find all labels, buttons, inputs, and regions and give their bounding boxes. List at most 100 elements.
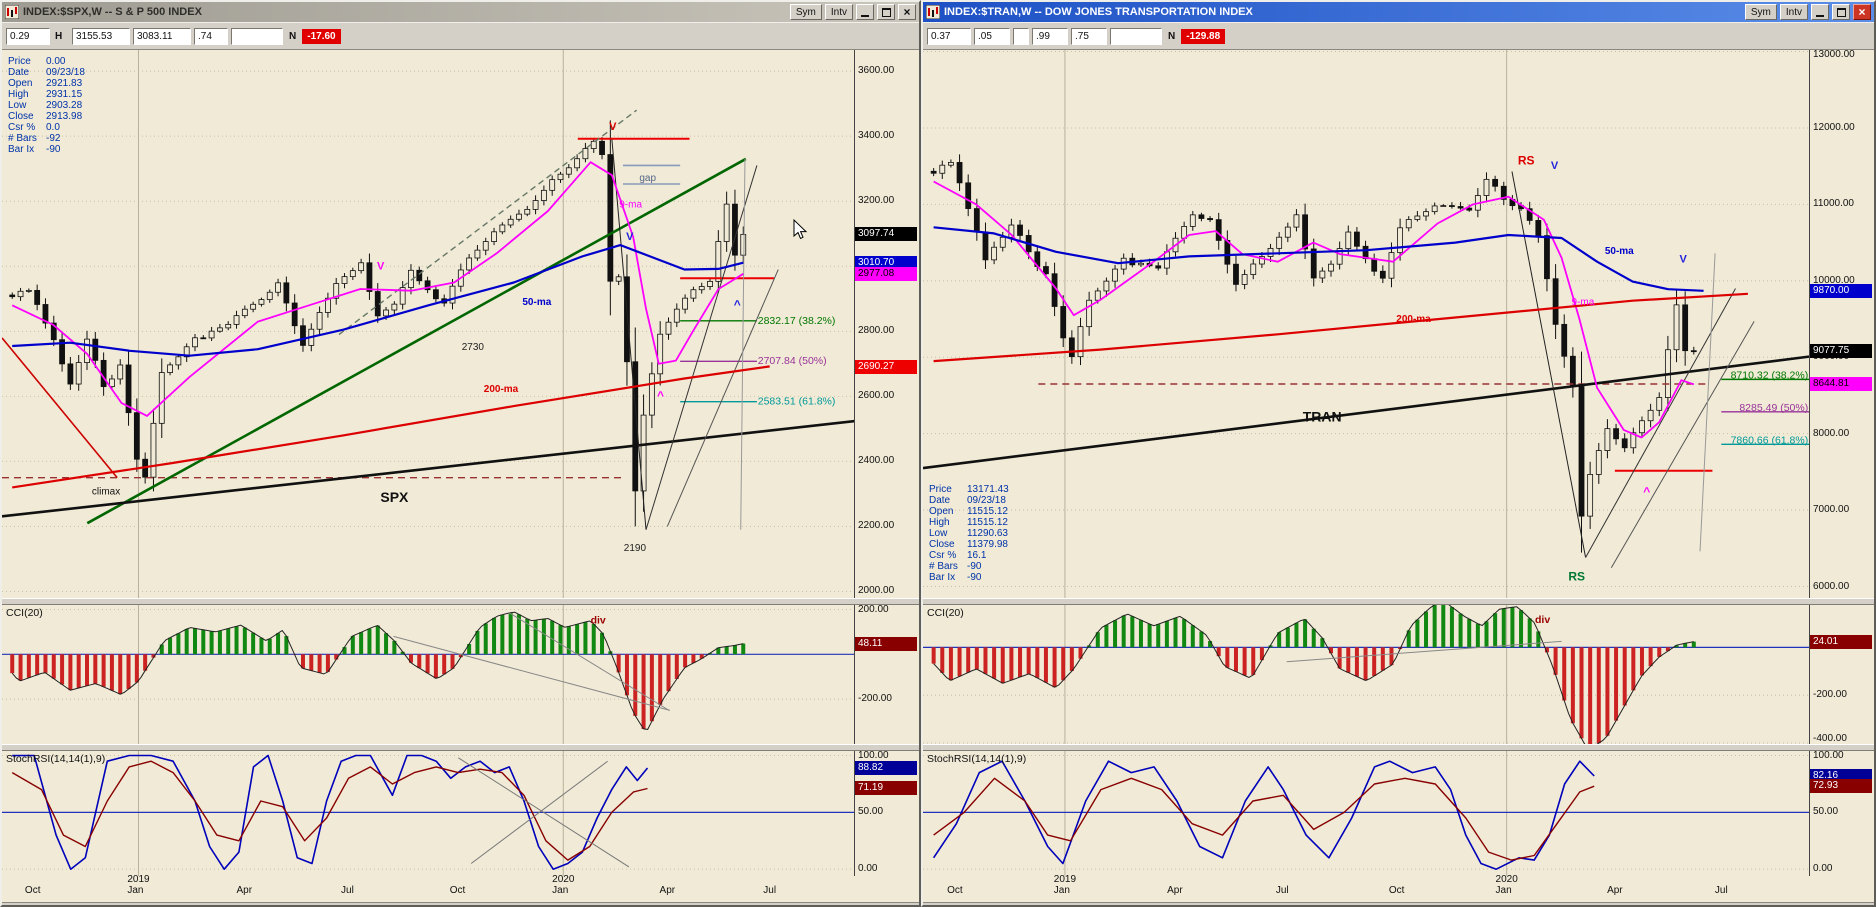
- titlebar[interactable]: INDEX:$SPX,W -- S & P 500 INDEX Sym Intv…: [2, 2, 919, 22]
- toolbar-readout-field: .75: [1071, 27, 1107, 45]
- chart-annotation: 9-ma: [1572, 297, 1595, 308]
- axis-value-box: 2690.27: [855, 360, 917, 374]
- axis-tick-label: 0.00: [1813, 863, 1833, 875]
- pane-splitter[interactable]: [2, 744, 919, 751]
- restore-button[interactable]: [877, 4, 895, 20]
- sym-button[interactable]: Sym: [1744, 4, 1777, 20]
- time-axis-label: Oct: [24, 885, 41, 896]
- time-axis-label: Apr: [1607, 885, 1623, 896]
- axis-tick-label: -400.00: [1813, 733, 1847, 744]
- stochrsi-line: [933, 777, 1595, 861]
- axis-tick-label: 2000.00: [858, 585, 895, 597]
- axis-value-box: 24.01: [1810, 634, 1872, 649]
- chart-annotation: 2583.51 (61.8%): [758, 396, 836, 408]
- net-change-value: -17.60: [302, 28, 341, 44]
- intv-button[interactable]: Intv: [824, 4, 853, 20]
- axis-tick-label: 3200.00: [858, 195, 895, 207]
- net-change-label: N: [1168, 30, 1176, 42]
- axis-tick-label: 100.00: [1813, 751, 1844, 761]
- time-axis-label: Oct: [449, 885, 466, 896]
- info-row: Close 11379.98: [929, 539, 1008, 550]
- toolbar-readout-field: 0.37: [927, 27, 971, 45]
- axis-value-box: 88.82: [855, 761, 917, 776]
- stochrsi-indicator-canvas[interactable]: [923, 751, 1810, 876]
- axis-value-box: 2977.08: [855, 266, 917, 281]
- pane-splitter[interactable]: [923, 744, 1874, 751]
- axis-value-box: 3010.70: [855, 255, 917, 270]
- time-axis[interactable]: Oct 2019 Jan Apr Jul Oct 2020 Jan Apr Jul: [2, 874, 919, 902]
- stochrsi-label: StochRSI(14,14(1),9): [6, 753, 106, 765]
- candlestick-series: [9, 120, 747, 527]
- net-change-value: -129.88: [1181, 28, 1226, 44]
- axis-tick-label: 7000.00: [1813, 504, 1850, 516]
- axis-value-box: 71.19: [855, 781, 917, 796]
- intv-button[interactable]: Intv: [1779, 4, 1808, 20]
- axis-tick-label: -200.00: [1813, 689, 1847, 701]
- info-row: Csr % 0.0: [8, 122, 60, 133]
- chart-annotation: RS: [1568, 569, 1585, 583]
- minimize-button[interactable]: [1811, 4, 1829, 20]
- cci-axis: -200.00 -400.00 24.01: [1810, 605, 1874, 744]
- info-row: Bar Ix -90: [8, 144, 61, 155]
- axis-tick-label: 2200.00: [858, 520, 895, 532]
- price-chart-canvas[interactable]: gap 9-ma 50-ma 200-ma 2730 climax SPX 2190 V V V ^ ^…: [2, 50, 855, 598]
- toolbar-readout-field: 3155.53: [72, 27, 130, 45]
- titlebar[interactable]: INDEX:$TRAN,W -- DOW JONES TRANSPORTATIO…: [923, 2, 1874, 22]
- restore-icon: [881, 7, 891, 17]
- close-icon: ×: [1858, 5, 1866, 19]
- cci-indicator-canvas[interactable]: div: [923, 605, 1810, 744]
- stochrsi-line: [11, 760, 648, 861]
- stochrsi-label: StochRSI(14,14(1),9): [927, 753, 1027, 765]
- time-axis-label: Oct: [1388, 885, 1405, 896]
- time-axis-label: 2020 Jan: [1495, 874, 1518, 896]
- info-row: # Bars -90: [929, 561, 982, 572]
- chart-annotation: 200-ma: [1396, 314, 1431, 325]
- mouse-cursor: [793, 218, 808, 240]
- moving-average-line: [12, 244, 744, 357]
- sym-button[interactable]: Sym: [789, 4, 822, 20]
- chart-area: RS V 50-ma V 9-ma 200-ma TRAN ^ RS 8710.32 (38.2%…: [923, 50, 1874, 905]
- price-chart-canvas[interactable]: RS V 50-ma V 9-ma 200-ma TRAN ^ RS 8710.32 (38.2%…: [923, 50, 1810, 598]
- chart-annotation: 50-ma: [1605, 246, 1634, 257]
- time-axis-label: Jul: [1714, 885, 1728, 896]
- close-button[interactable]: ×: [898, 4, 916, 20]
- info-row: Low 11290.63: [929, 528, 1008, 539]
- time-axis-label: 2020 Jan: [552, 874, 575, 896]
- cci-indicator-canvas[interactable]: div: [2, 605, 855, 744]
- toolbar-readout-field: 3083.11: [133, 27, 191, 45]
- time-axis-label: Apr: [659, 885, 676, 896]
- chart-annotation: RS: [1518, 154, 1535, 168]
- minimize-button[interactable]: [856, 4, 874, 20]
- toolbar-label: H: [55, 30, 63, 42]
- info-row: Bar Ix -90: [929, 572, 982, 583]
- price-axis[interactable]: 3600.003400.003200.003000.002800.002600.…: [855, 50, 919, 598]
- data-readout-panel: Price 13171.43 Date 09/23/18 Open 11515.12 Hig…: [929, 484, 1009, 583]
- chart-annotation: 2707.84 (50%): [758, 355, 827, 367]
- restore-button[interactable]: [1832, 4, 1850, 20]
- time-axis-label: Jul: [1275, 885, 1289, 896]
- time-axis[interactable]: Oct 2019 Jan Apr Jul Oct 2020 Jan Apr Jul: [923, 874, 1874, 902]
- minimize-icon: [1816, 7, 1824, 17]
- axis-tick-label: 10000.00: [1813, 274, 1855, 286]
- chart-annotation: TRAN: [1303, 408, 1342, 424]
- moving-average-line: [933, 180, 1695, 439]
- cci-label: CCI(20): [927, 607, 964, 619]
- pane-splitter[interactable]: [923, 598, 1874, 605]
- stochrsi-line: [12, 754, 649, 870]
- axis-tick-label: 12000.00: [1813, 121, 1855, 133]
- close-button[interactable]: ×: [1853, 4, 1871, 20]
- window-bottom-edge: [2, 902, 919, 905]
- info-row: Date 09/23/18: [929, 495, 1006, 506]
- stochrsi-indicator-canvas[interactable]: [2, 751, 855, 876]
- close-icon: ×: [903, 5, 911, 19]
- pane-splitter[interactable]: [2, 598, 919, 605]
- app-icon: [926, 5, 941, 20]
- price-axis[interactable]: 13000.0012000.0011000.0010000.009000.008…: [1810, 50, 1874, 598]
- info-row: Price 13171.43: [929, 484, 1009, 495]
- chart-annotation: 2730: [462, 342, 485, 353]
- chart-annotation: 2832.17 (38.2%): [758, 315, 836, 327]
- chart-annotation: div: [1535, 614, 1550, 626]
- app-icon: [5, 5, 20, 20]
- chart-annotation: V: [626, 231, 634, 243]
- info-row: Close 2913.98: [8, 111, 83, 122]
